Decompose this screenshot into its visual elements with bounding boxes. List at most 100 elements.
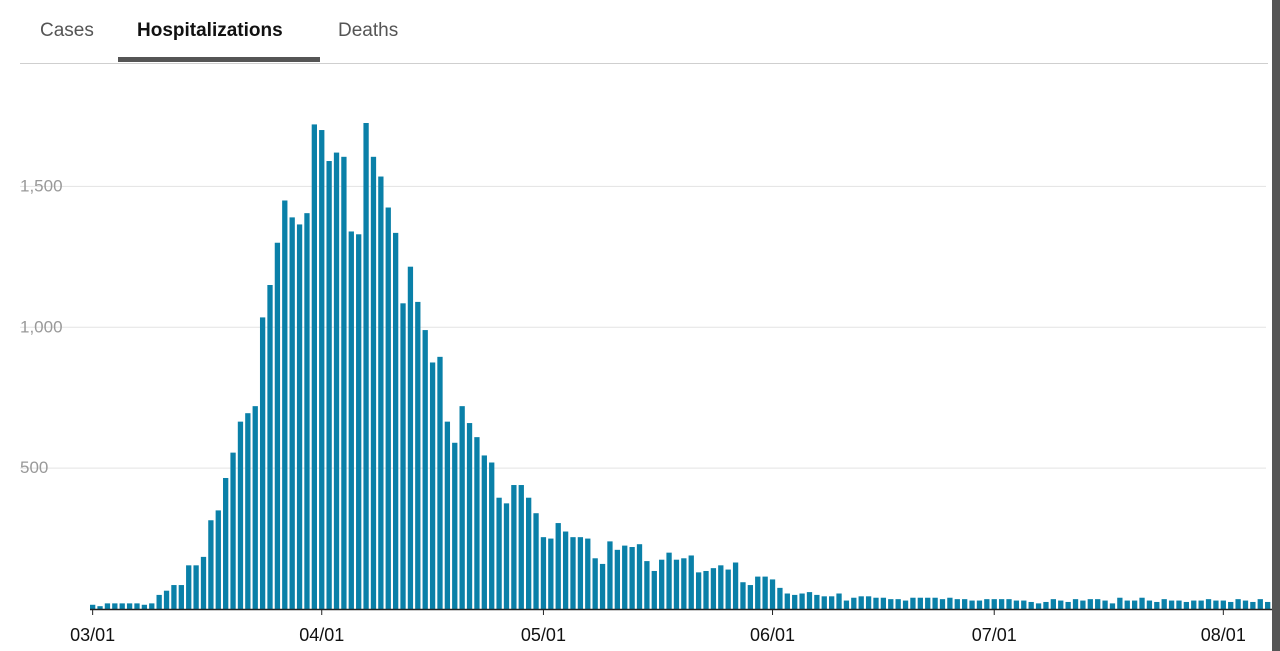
bar[interactable] <box>917 597 923 609</box>
bar[interactable] <box>392 232 399 609</box>
bar[interactable] <box>112 603 118 609</box>
bar[interactable] <box>348 231 354 609</box>
bar[interactable] <box>193 565 199 609</box>
bar[interactable] <box>481 455 487 609</box>
bar[interactable] <box>289 217 295 609</box>
bar[interactable] <box>1168 600 1175 609</box>
bar[interactable] <box>1035 603 1042 609</box>
bar[interactable] <box>969 600 975 609</box>
bar[interactable] <box>976 600 983 609</box>
bar[interactable] <box>1257 599 1263 609</box>
bar[interactable] <box>237 421 244 609</box>
bar[interactable] <box>755 576 761 609</box>
bar[interactable] <box>784 593 790 610</box>
bar[interactable] <box>1198 600 1204 609</box>
bar[interactable] <box>178 585 184 609</box>
bar[interactable] <box>925 597 931 609</box>
bar[interactable] <box>474 437 480 609</box>
bar[interactable] <box>156 594 162 609</box>
bar[interactable] <box>895 599 901 609</box>
bar[interactable] <box>570 537 576 609</box>
bar[interactable] <box>149 603 155 609</box>
bar[interactable] <box>873 597 879 609</box>
bar[interactable] <box>208 520 214 609</box>
bar[interactable] <box>200 556 207 609</box>
bar[interactable] <box>1250 601 1256 609</box>
bar[interactable] <box>821 596 827 609</box>
bar[interactable] <box>326 161 332 609</box>
bar[interactable] <box>777 587 783 609</box>
bar[interactable] <box>902 600 909 609</box>
bar[interactable] <box>1109 603 1116 609</box>
bar[interactable] <box>526 497 532 609</box>
bar[interactable] <box>1161 599 1167 609</box>
bar[interactable] <box>666 552 672 609</box>
bar[interactable] <box>740 582 746 609</box>
bar[interactable] <box>186 565 192 609</box>
scrollbar[interactable] <box>1272 0 1280 651</box>
bar[interactable] <box>947 597 953 609</box>
bar[interactable] <box>119 603 125 609</box>
bar[interactable] <box>688 555 694 609</box>
bar[interactable] <box>681 558 687 609</box>
bar[interactable] <box>998 599 1005 609</box>
bar[interactable] <box>429 362 436 609</box>
bar[interactable] <box>1087 599 1093 609</box>
bar[interactable] <box>651 570 657 609</box>
bar[interactable] <box>607 541 613 609</box>
bar[interactable] <box>407 266 414 609</box>
bar[interactable] <box>710 568 717 609</box>
bar[interactable] <box>370 156 377 609</box>
bar[interactable] <box>1080 600 1086 609</box>
bar[interactable] <box>1065 601 1071 609</box>
bar[interactable] <box>126 603 133 609</box>
bar[interactable] <box>954 599 960 609</box>
bar[interactable] <box>792 594 798 609</box>
bar[interactable] <box>252 406 258 609</box>
bar[interactable] <box>644 561 650 609</box>
bar[interactable] <box>1191 600 1197 609</box>
bar[interactable] <box>1139 597 1145 609</box>
bar[interactable] <box>829 596 835 609</box>
bar[interactable] <box>747 585 754 609</box>
bar[interactable] <box>703 570 709 609</box>
bar[interactable] <box>223 477 229 609</box>
bar[interactable] <box>762 576 768 609</box>
bar[interactable] <box>533 513 539 609</box>
bar[interactable] <box>799 593 805 610</box>
bar[interactable] <box>932 597 938 609</box>
bar[interactable] <box>1183 601 1190 609</box>
bar[interactable] <box>939 599 946 609</box>
bar[interactable] <box>732 562 739 609</box>
bar[interactable] <box>1013 600 1020 609</box>
bar[interactable] <box>333 152 340 609</box>
bar[interactable] <box>1095 599 1101 609</box>
bar[interactable] <box>814 594 820 609</box>
bar[interactable] <box>614 549 620 609</box>
bar[interactable] <box>806 592 813 609</box>
bar[interactable] <box>230 452 236 609</box>
bar[interactable] <box>577 537 584 609</box>
bar[interactable] <box>503 503 510 609</box>
bar[interactable] <box>592 558 598 609</box>
bar[interactable] <box>319 130 325 610</box>
bar[interactable] <box>378 176 384 609</box>
bar[interactable] <box>865 596 872 609</box>
bar[interactable] <box>511 485 517 609</box>
bar[interactable] <box>555 523 561 609</box>
bar[interactable] <box>274 242 281 610</box>
bar[interactable] <box>718 565 724 609</box>
bar[interactable] <box>1205 599 1212 609</box>
bar[interactable] <box>489 462 495 610</box>
bar[interactable] <box>422 330 428 609</box>
bar[interactable] <box>599 563 606 609</box>
bar[interactable] <box>1146 600 1153 609</box>
bar[interactable] <box>245 413 251 609</box>
bar[interactable] <box>363 123 369 609</box>
bar[interactable] <box>459 406 465 609</box>
bar[interactable] <box>518 485 524 609</box>
bar[interactable] <box>304 213 310 609</box>
bar[interactable] <box>843 600 850 609</box>
bar[interactable] <box>282 200 288 610</box>
bar[interactable] <box>1131 600 1138 609</box>
